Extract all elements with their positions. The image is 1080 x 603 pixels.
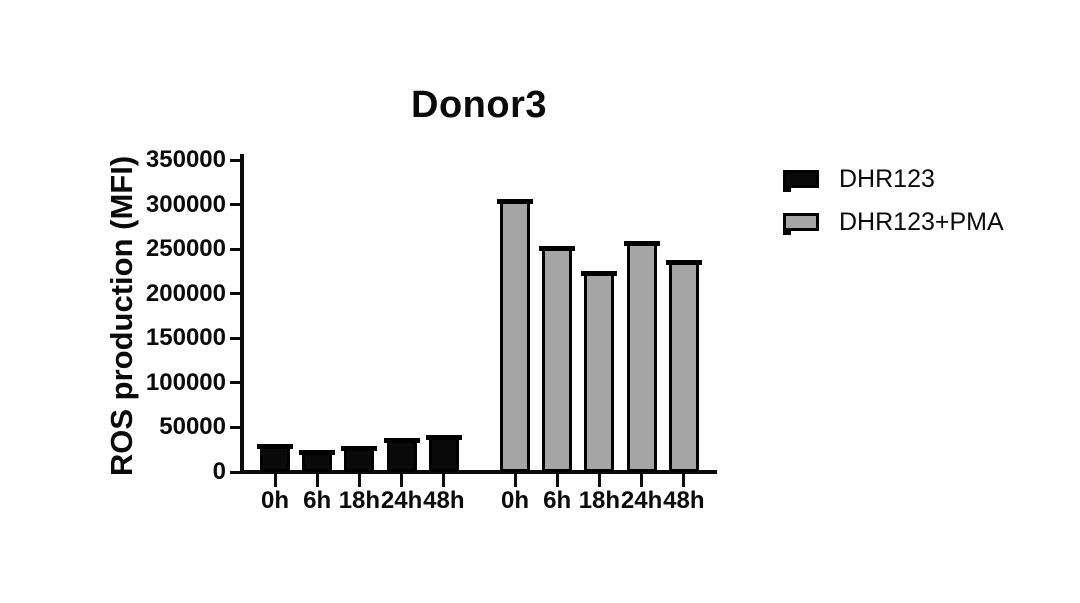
- y-tick-label: 350000: [145, 146, 226, 173]
- bar-dhr123-pma-48h: [665, 259, 702, 472]
- legend-item-dhr123: DHR123: [783, 166, 1004, 192]
- x-tick: [442, 474, 446, 487]
- bar-cap: [623, 241, 660, 247]
- y-tick-300000: 300000: [145, 190, 243, 218]
- bar-dhr123-pma-6h: [539, 245, 576, 472]
- x-tick-label-0h: 0h: [260, 487, 290, 514]
- x-tick: [273, 474, 277, 487]
- bar-dhr123-18h: [341, 446, 378, 472]
- x-tick: [315, 474, 319, 487]
- x-tick-label-6h: 6h: [303, 487, 332, 514]
- y-tick-350000: 350000: [146, 148, 243, 172]
- legend: DHR123 DHR123+PMA: [783, 166, 1004, 256]
- x-axis-line: [240, 470, 717, 474]
- y-tick-150000: 150000: [146, 326, 243, 350]
- bar-cap: [341, 446, 378, 452]
- legend-swatch-dhr123-pma: [783, 213, 819, 235]
- y-tick-100000: 100000: [145, 368, 243, 396]
- x-tick: [682, 474, 686, 487]
- bar-cap: [539, 245, 576, 251]
- y-tick-mark: [230, 425, 243, 429]
- y-tick-200000: 200000: [145, 279, 243, 307]
- bar-cap: [497, 199, 533, 205]
- x-tick-label-18h: 18h: [578, 487, 621, 514]
- y-tick-label: 300000: [145, 190, 226, 218]
- bar-dhr123-48h: [425, 434, 462, 472]
- x-tick: [513, 474, 517, 487]
- y-tick-50000: 50000: [159, 415, 243, 439]
- x-tick-label-18h: 18h: [338, 487, 381, 514]
- x-tick-label-6h: 6h: [543, 487, 572, 514]
- y-tick-250000: 250000: [146, 237, 243, 261]
- x-tick-label-48h: 48h: [423, 487, 465, 514]
- chart-title: Donor3: [411, 84, 547, 126]
- bar-cap: [257, 444, 293, 450]
- x-tick-label-48h: 48h: [663, 487, 705, 514]
- x-tick-label-0h: 0h: [500, 487, 530, 514]
- y-tick-label: 200000: [145, 279, 226, 307]
- y-axis-label: ROS production (MFI): [104, 155, 139, 477]
- plot-area: 0 50000 100000 150000 200000 250000 300000 3500…: [146, 148, 717, 513]
- y-tick-mark: [230, 203, 243, 207]
- y-tick-mark: [230, 158, 243, 162]
- bar-dhr123-0h: [257, 444, 293, 472]
- y-tick-label: 100000: [145, 368, 226, 396]
- y-tick-mark: [230, 247, 243, 251]
- y-tick-label: 50000: [159, 413, 226, 441]
- bar-cap: [299, 449, 336, 455]
- bar-dhr123-pma-24h: [623, 241, 660, 472]
- y-axis-line: [240, 154, 244, 474]
- legend-label-dhr123-pma: DHR123+PMA: [839, 207, 1004, 236]
- y-tick-label: 150000: [145, 324, 226, 352]
- x-tick: [357, 474, 361, 487]
- y-tick-mark: [230, 292, 243, 296]
- y-tick-mark: [230, 470, 243, 474]
- x-tick-label-24h: 24h: [380, 487, 423, 514]
- legend-item-dhr123-pma: DHR123+PMA: [783, 209, 1004, 235]
- x-tick: [555, 474, 559, 487]
- bar-cap: [425, 434, 462, 440]
- y-tick-0: 0: [213, 460, 243, 484]
- bar-dhr123-6h: [299, 449, 336, 472]
- legend-label-dhr123: DHR123: [839, 164, 935, 193]
- x-tick: [640, 474, 644, 487]
- bar-dhr123-24h: [383, 438, 420, 472]
- bar-cap: [665, 259, 702, 265]
- y-tick-mark: [230, 381, 243, 385]
- bar-cap: [581, 271, 618, 277]
- legend-swatch-dhr123: [783, 170, 819, 192]
- y-tick-label: 0: [212, 458, 226, 485]
- y-tick-mark: [230, 336, 243, 340]
- x-tick: [400, 474, 404, 487]
- bar-dhr123-pma-0h: [497, 199, 533, 472]
- bar-cap: [383, 438, 420, 444]
- y-tick-label: 250000: [145, 235, 226, 263]
- x-tick: [597, 474, 601, 487]
- bar-dhr123-pma-18h: [581, 271, 618, 472]
- x-tick-label-24h: 24h: [620, 487, 663, 514]
